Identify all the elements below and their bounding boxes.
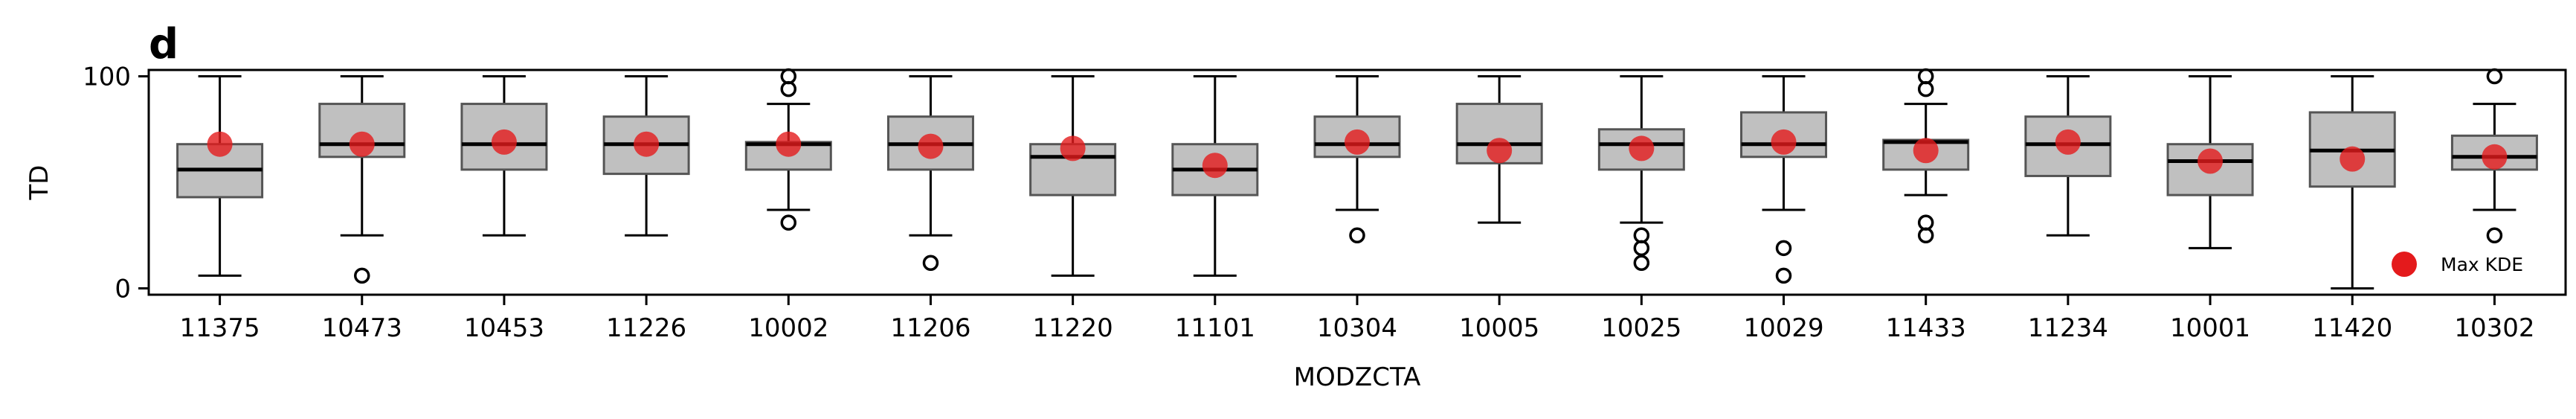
x-tick-label-10302: 10302 <box>2454 313 2534 343</box>
panel-label: d <box>149 20 178 68</box>
box-group-10453 <box>460 75 548 237</box>
outlier-point <box>1633 255 1650 272</box>
outlier-point <box>1633 227 1650 243</box>
outlier-point <box>1775 267 1792 284</box>
outlier-point <box>1775 240 1792 257</box>
box-group-10005 <box>1455 75 1543 224</box>
max-kde-point <box>2482 144 2508 170</box>
x-axis-label: MODZCTA <box>1294 362 1421 392</box>
box-group-11234 <box>2024 75 2112 237</box>
outlier-point <box>1633 240 1650 257</box>
max-kde-point <box>634 131 660 157</box>
x-tick-label-10304: 10304 <box>1317 313 1397 343</box>
box-group-10302 <box>2450 68 2538 243</box>
box-group-10029 <box>1740 75 1828 284</box>
box-group-11433 <box>1882 68 1970 243</box>
max-kde-point <box>207 131 233 157</box>
box-group-11101 <box>1171 75 1259 277</box>
box-group-11206 <box>886 75 974 272</box>
legend: Max KDE <box>2392 252 2523 277</box>
box-group-11420 <box>2308 75 2396 290</box>
max-kde-point <box>2340 146 2366 172</box>
y-axis-label: TD <box>25 165 54 201</box>
max-kde-point <box>918 133 944 159</box>
outlier-point <box>1917 214 1934 231</box>
x-tick-label-10001: 10001 <box>2170 313 2250 343</box>
outlier-point <box>354 267 370 284</box>
max-kde-point <box>491 129 517 155</box>
box-group-11375 <box>176 75 264 277</box>
x-tick-label-11234: 11234 <box>2028 313 2108 343</box>
max-kde-point <box>1913 138 1939 164</box>
outlier-point <box>1917 68 1934 85</box>
plot-area <box>176 68 2538 290</box>
x-tick-label-10453: 10453 <box>464 313 544 343</box>
max-kde-point <box>2197 148 2224 174</box>
max-kde-point <box>1060 135 1086 161</box>
x-tick-label-11226: 11226 <box>606 313 686 343</box>
x-tick-label-11433: 11433 <box>1886 313 1966 343</box>
outlier-point <box>2486 68 2503 85</box>
y-tick-label: 0 <box>115 274 131 304</box>
x-tick-label-10025: 10025 <box>1601 313 1681 343</box>
box-group-11226 <box>602 75 690 237</box>
outlier-point <box>780 80 797 97</box>
y-tick-label: 100 <box>83 63 131 92</box>
legend-marker-max-kde <box>2392 252 2417 277</box>
box-group-10001 <box>2166 75 2254 249</box>
x-tick-label-11375: 11375 <box>180 313 260 343</box>
x-tick-label-10029: 10029 <box>1743 313 1823 343</box>
outlier-point <box>922 255 939 272</box>
max-kde-point <box>1202 153 1228 179</box>
max-kde-point <box>1487 138 1513 164</box>
outlier-point <box>780 68 797 85</box>
box-group-11220 <box>1029 75 1117 277</box>
max-kde-point <box>1771 129 1797 155</box>
box-group-10304 <box>1313 75 1401 243</box>
max-kde-point <box>1345 129 1370 155</box>
legend-label-max-kde: Max KDE <box>2441 254 2523 275</box>
max-kde-point <box>349 131 375 157</box>
outlier-point <box>1917 80 1934 97</box>
outlier-point <box>1917 227 1934 243</box>
box-group-10473 <box>318 75 406 284</box>
x-tick-label-11101: 11101 <box>1175 313 1255 343</box>
x-tick-label-10005: 10005 <box>1459 313 1539 343</box>
iqr-box <box>318 103 406 159</box>
box-group-10025 <box>1597 75 1685 272</box>
x-tick-label-11206: 11206 <box>890 313 970 343</box>
x-tick-label-11220: 11220 <box>1033 313 1113 343</box>
outlier-point <box>1349 227 1365 243</box>
x-tick-label-11420: 11420 <box>2312 313 2392 343</box>
max-kde-point <box>1629 135 1655 161</box>
outlier-point <box>780 214 797 231</box>
max-kde-point <box>2055 129 2081 155</box>
outlier-point <box>2486 227 2503 243</box>
x-tick-label-10473: 10473 <box>322 313 402 343</box>
x-tick-label-10002: 10002 <box>748 313 828 343</box>
max-kde-point <box>776 131 802 157</box>
box-group-10002 <box>744 68 832 231</box>
